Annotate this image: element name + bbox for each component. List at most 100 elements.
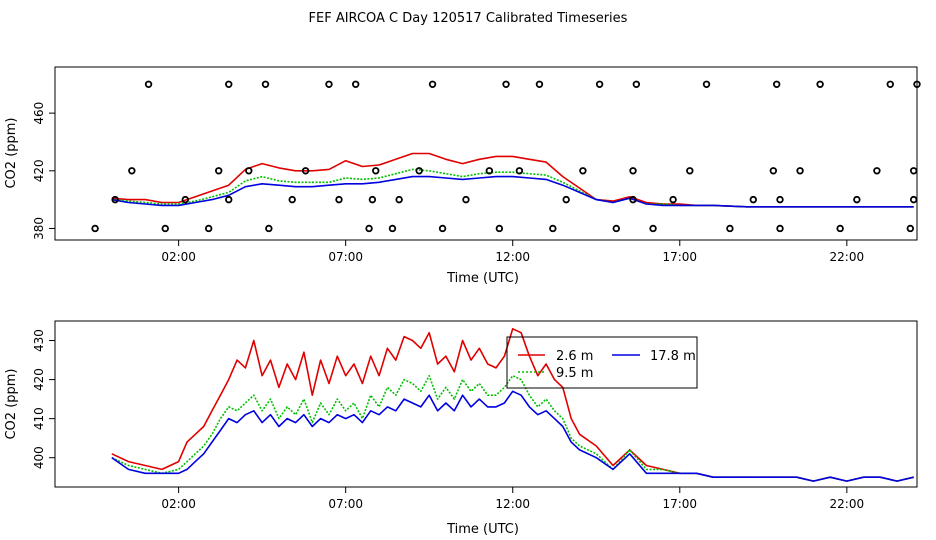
bottom-y-tick-label: 430 [32, 329, 46, 352]
bottom-x-axis-label: Time (UTC) [446, 522, 519, 537]
bottom-x-tick-label: 22:00 [830, 497, 865, 511]
top-flag-point [144, 80, 153, 88]
bottom-series-lines [111, 327, 914, 482]
top-flag-point [265, 224, 273, 233]
top-y-tick-label: 420 [32, 159, 46, 182]
top-flag-point [612, 224, 621, 233]
bottom-chart-frame [54, 320, 918, 488]
top-flag-point [428, 80, 437, 88]
top-flag-point [368, 195, 377, 204]
top-flag-point [816, 80, 824, 88]
top-y-tick-label: 380 [32, 217, 46, 240]
bottom-x-tick-label: 17:00 [662, 497, 697, 511]
bottom-x-tick-label: 02:00 [161, 497, 196, 511]
top-flag-point [776, 224, 784, 233]
top-flag-point [351, 80, 360, 88]
top-flag-point [629, 195, 637, 204]
top-flag-point [225, 195, 233, 204]
top-y-axis: 380 420 460 [32, 102, 55, 240]
bottom-x-tick-label: 07:00 [328, 497, 363, 511]
top-flag-point [886, 80, 894, 88]
top-flag-point [515, 167, 524, 175]
top-flag-point [686, 167, 694, 175]
bottom-x-tick-label: 12:00 [495, 497, 530, 511]
top-flag-point [726, 224, 734, 233]
top-flag-point [632, 80, 641, 88]
top-x-tick-label: 17:00 [662, 250, 697, 264]
top-flag-point [909, 167, 918, 175]
legend: 2.6 m 9.5 m 17.8 m [506, 336, 698, 389]
top-flag-point [776, 195, 784, 204]
top-flag-point [245, 167, 253, 175]
top-flag-point [749, 195, 757, 204]
legend-label-2-6m: 2.6 m [556, 349, 593, 364]
top-flag-point [335, 195, 343, 204]
top-flag-point [535, 80, 544, 88]
top-x-tick-label: 12:00 [495, 250, 530, 264]
top-flag-point [415, 167, 423, 175]
top-chart-panel: 380 420 460 02:00 07:00 12:00 17:00 22:00 Time… [4, 66, 921, 286]
top-flag-point [853, 195, 861, 204]
top-flag-point [388, 224, 397, 233]
bottom-y-tick-label: 410 [32, 407, 46, 430]
top-flag-point [128, 167, 136, 175]
top-chart-frame [54, 66, 918, 241]
top-flag-point [181, 195, 190, 204]
top-flag-point [161, 224, 169, 233]
top-flag-point [595, 80, 604, 88]
top-flag-point [372, 167, 380, 175]
top-flag-point [288, 195, 296, 204]
top-flag-point [438, 224, 447, 233]
top-flag-point [909, 195, 918, 204]
top-x-tick-label: 07:00 [328, 250, 363, 264]
top-flag-point [495, 224, 504, 233]
top-flag-point [204, 224, 213, 233]
bottom-y-axis: 400 410 420 430 [32, 329, 55, 469]
legend-label-17-8m: 17.8 m [650, 349, 696, 364]
top-series-lines [111, 152, 914, 208]
top-flag-point [301, 167, 310, 175]
top-flag-point [91, 224, 99, 233]
bottom-y-tick-label: 420 [32, 368, 46, 391]
top-flag-point [579, 167, 587, 175]
bottom-series-2-6-m [111, 327, 914, 482]
top-flag-point [462, 195, 470, 204]
legend-box [506, 336, 698, 389]
top-flag-point [772, 80, 781, 88]
top-flag-point [629, 167, 637, 175]
top-flag-point [225, 80, 233, 88]
top-flag-point [669, 195, 677, 204]
top-flag-point [649, 224, 657, 233]
page-title: FEF AIRCOA C Day 120517 Calibrated Times… [309, 11, 628, 26]
top-flag-point [111, 195, 119, 204]
top-x-tick-label: 22:00 [830, 250, 865, 264]
top-flag-point [769, 167, 778, 175]
top-flag-points [91, 80, 921, 233]
bottom-y-tick-label: 400 [32, 446, 46, 469]
legend-label-9-5m: 9.5 m [556, 366, 593, 381]
top-flag-point [873, 167, 881, 175]
top-flag-point [906, 224, 915, 233]
bottom-series-17-8-m [111, 390, 914, 482]
top-flag-point [395, 195, 403, 204]
top-flag-point [913, 80, 921, 88]
top-flag-point [261, 80, 270, 88]
bottom-x-axis: 02:00 07:00 12:00 17:00 22:00 [161, 487, 864, 511]
top-series-17-8-m [111, 175, 914, 208]
top-flag-point [325, 80, 333, 88]
top-flag-point [502, 80, 510, 88]
top-flag-point [836, 224, 844, 233]
bottom-chart-panel: 400 410 420 430 02:00 07:00 12:00 17:00 22:00 T… [4, 320, 918, 537]
top-flag-point [562, 195, 570, 204]
top-y-tick-label: 460 [32, 102, 46, 125]
top-flag-point [796, 167, 804, 175]
top-flag-point [702, 80, 711, 88]
top-x-tick-label: 02:00 [161, 250, 196, 264]
top-flag-point [215, 167, 223, 175]
top-flag-point [365, 224, 373, 233]
top-flag-point [549, 224, 557, 233]
top-flag-point [485, 167, 494, 175]
top-x-axis-label: Time (UTC) [446, 271, 519, 286]
